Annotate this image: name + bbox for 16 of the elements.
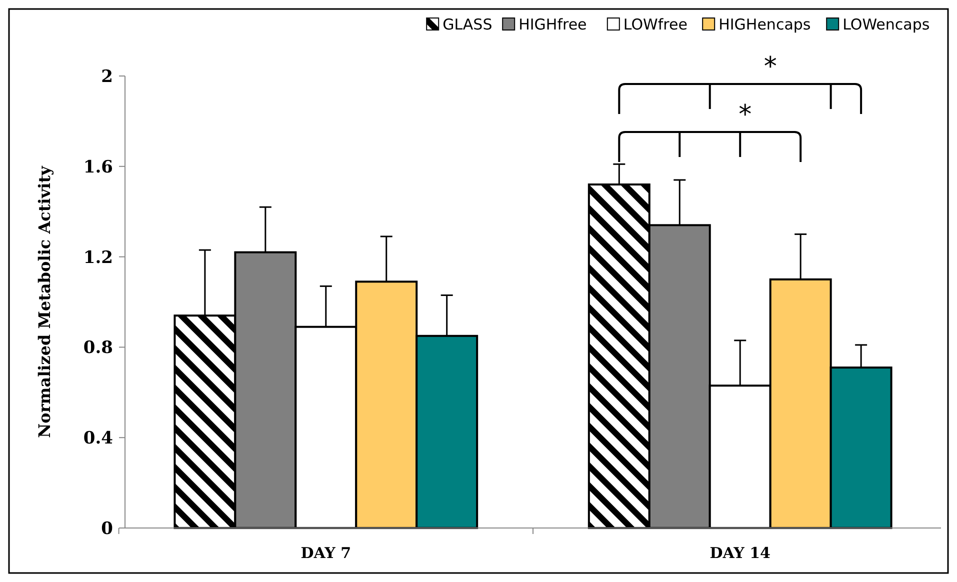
y-tick-label: 0 <box>101 518 114 539</box>
annotation: * <box>738 100 752 130</box>
y-tick-label: 1.6 <box>83 157 113 178</box>
legend-label: GLASS <box>442 15 492 34</box>
legend-label: HIGHfree <box>518 15 587 34</box>
legend-label: HIGHencaps <box>718 15 811 34</box>
legend-label: LOWencaps <box>842 15 930 34</box>
y-axis-title: Normalized Metabolic Activity <box>35 165 54 438</box>
x-tick-label: DAY 7 <box>300 544 352 562</box>
legend-label: LOWfree <box>623 15 688 34</box>
y-tick-label: 0.4 <box>83 428 114 449</box>
y-tick-label: 2 <box>101 66 113 87</box>
annotation: * <box>764 52 777 82</box>
x-tick-label: DAY 14 <box>710 544 770 562</box>
y-tick-label: 1.2 <box>83 248 113 268</box>
y-tick-label: 0.8 <box>83 338 113 358</box>
